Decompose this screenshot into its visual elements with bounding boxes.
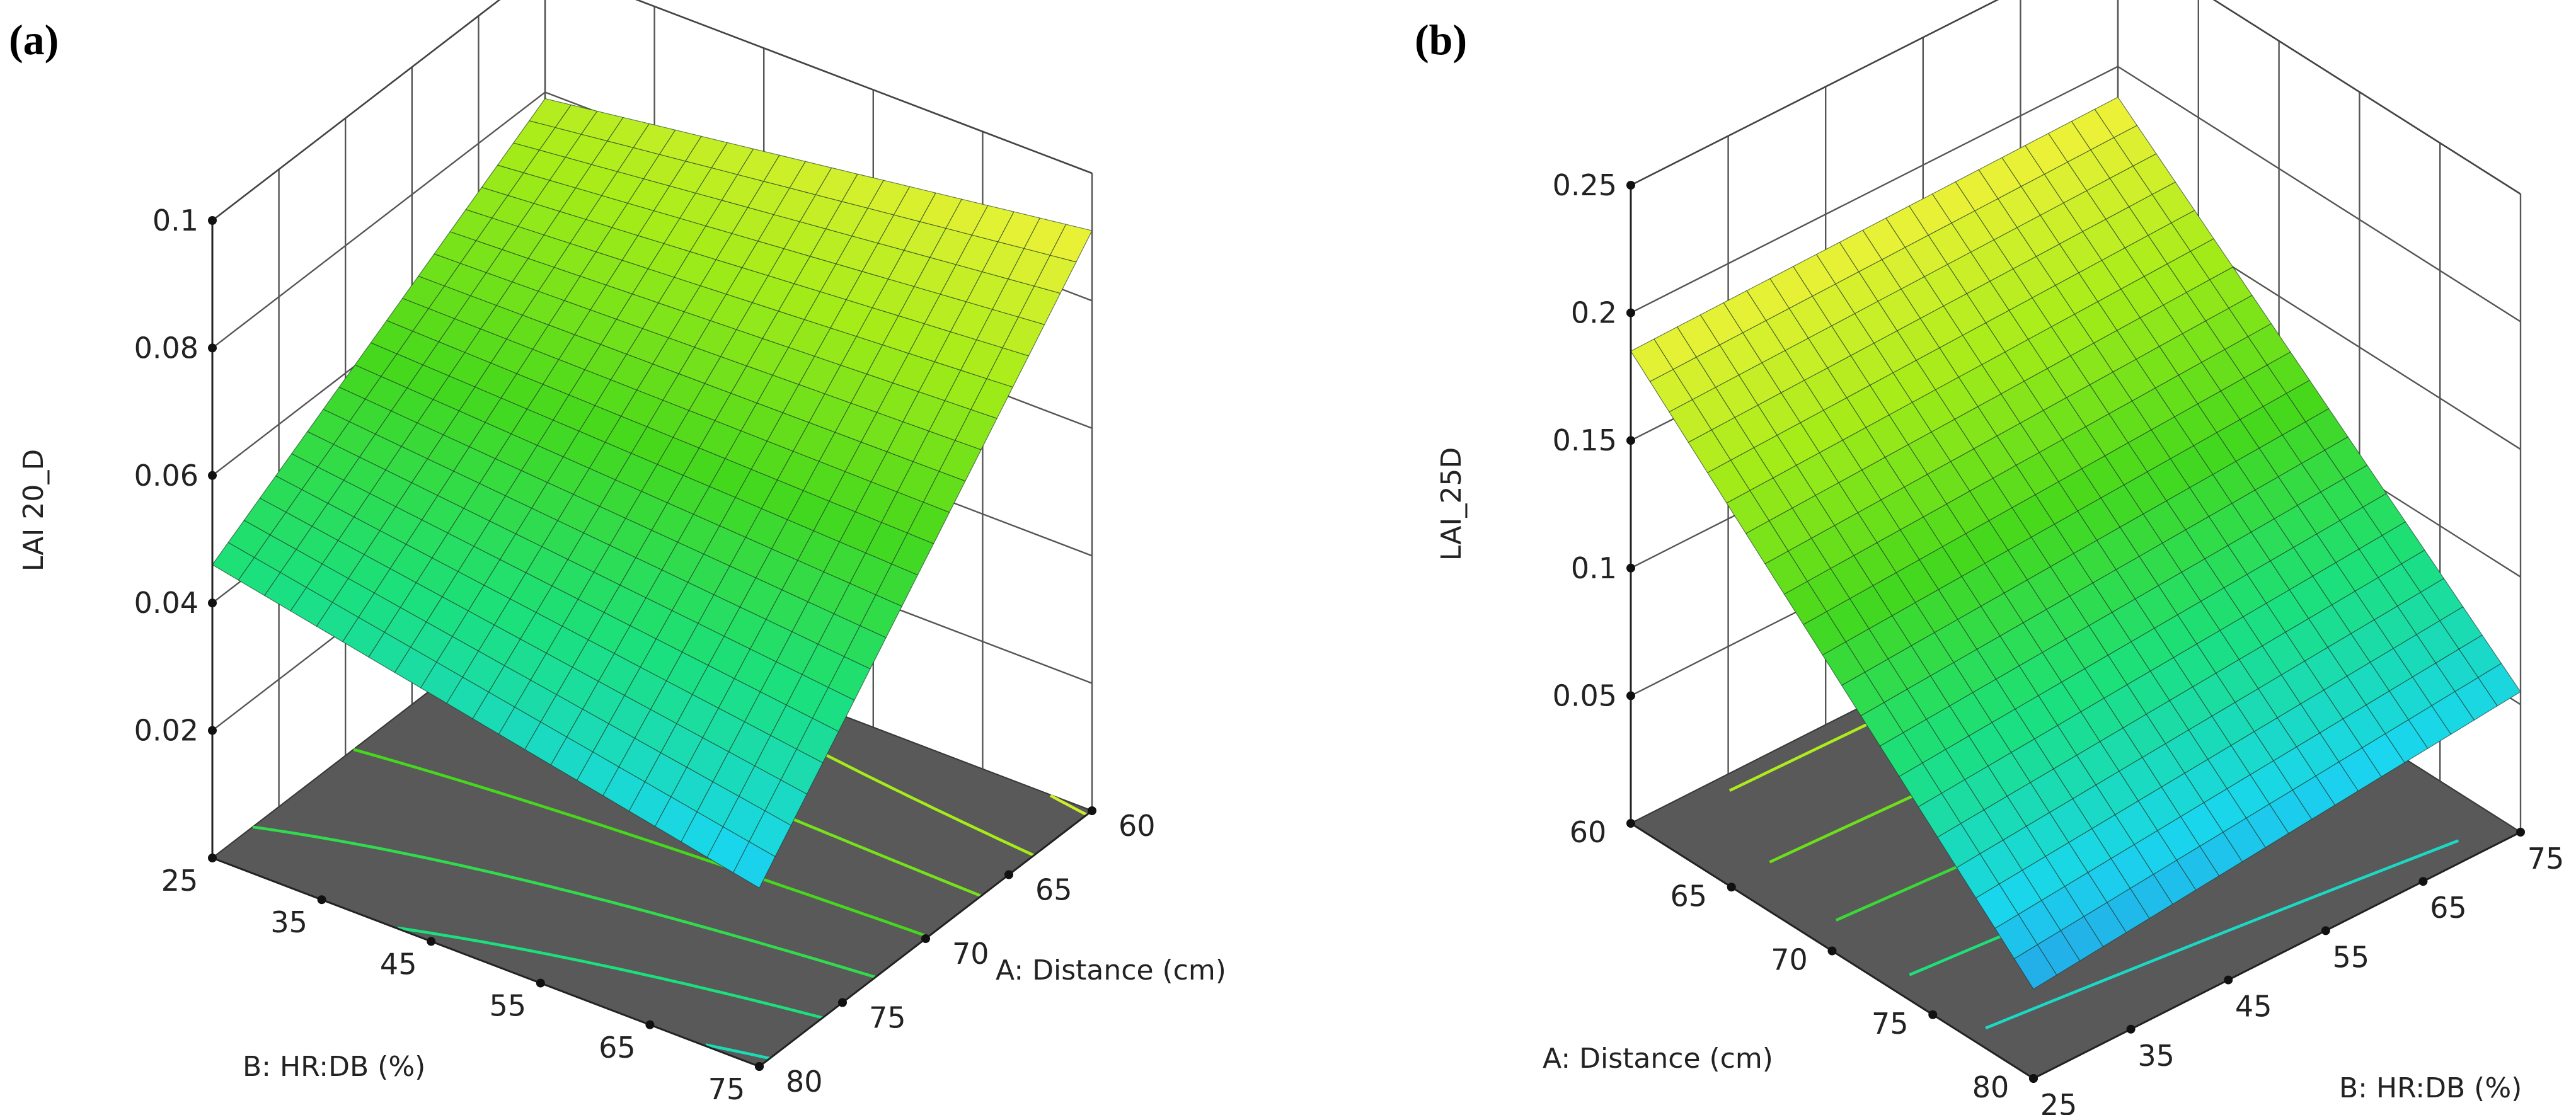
distance-tick-mark xyxy=(755,1062,764,1071)
hrdb-tick-label: 25 xyxy=(161,864,198,898)
distance-tick-mark xyxy=(1928,1010,1938,1019)
distance-tick-label: 75 xyxy=(869,1001,906,1035)
distance-tick-label: 65 xyxy=(1035,873,1072,907)
surface-cell xyxy=(732,841,776,889)
surface-cell xyxy=(2013,944,2057,990)
hrdb-tick-mark xyxy=(645,1020,655,1029)
z-axis-title: LAI 20_D xyxy=(18,449,50,571)
z-tick-label: 0.08 xyxy=(134,331,198,365)
distance-tick-label: 80 xyxy=(786,1065,823,1099)
hrdb-tick-label: 75 xyxy=(2527,842,2565,876)
axes: 0.02 0.04 0.06 0.08 0.1 LAI 20_D 25 35 45 55 65 75 8… xyxy=(18,203,1226,1106)
response-surface xyxy=(212,98,1093,889)
z-tick-mark xyxy=(1626,563,1635,573)
axis-line xyxy=(212,857,760,1068)
hrdb-tick-label: 75 xyxy=(708,1072,745,1106)
hrdb-tick-mark xyxy=(2029,1074,2038,1083)
distance-tick-mark xyxy=(838,998,847,1007)
z-tick-label: 0.05 xyxy=(1553,678,1617,712)
z-tick-label: 0.2 xyxy=(1571,296,1617,330)
hrdb-tick-mark xyxy=(2516,828,2525,837)
distance-tick-mark xyxy=(921,934,930,943)
z-tick-label: 0.02 xyxy=(134,714,198,748)
hrdb-tick-mark xyxy=(427,937,436,946)
contour-line xyxy=(252,825,877,979)
hrdb-tick-label: 45 xyxy=(2235,990,2272,1024)
hrdb-tick-mark xyxy=(2126,1024,2136,1034)
distance-tick-label: 60 xyxy=(1570,815,1607,849)
contour-line xyxy=(1049,794,1088,816)
surface-cell xyxy=(212,542,255,581)
z-tick-mark xyxy=(208,343,217,353)
z-tick-mark xyxy=(1626,181,1635,190)
hrdb-tick-label: 55 xyxy=(2333,940,2370,974)
distance-tick-mark xyxy=(1088,806,1096,815)
z-tick-label: 0.1 xyxy=(1571,551,1617,585)
distance-tick-label: 75 xyxy=(1872,1007,1909,1041)
hrdb-tick-mark xyxy=(2321,926,2330,935)
grid-line xyxy=(212,91,546,349)
distance-tick-label: 80 xyxy=(1972,1070,2010,1104)
panel-label-a: (a) xyxy=(9,16,59,64)
hrdb-tick-mark xyxy=(536,978,545,988)
x-axis-title: A: Distance (cm) xyxy=(1543,1043,1773,1075)
contour-line xyxy=(1985,839,2459,1030)
surface-chart-b: 0.05 0.1 0.15 0.2 0.25 LAI_25D 60 65 70 75 80 25 35 4… xyxy=(1435,0,2564,1115)
surface-cell xyxy=(1049,224,1093,263)
x-axis-title: A: Distance (cm) xyxy=(996,954,1226,986)
hrdb-tick-label: 25 xyxy=(2040,1088,2078,1115)
z-tick-label: 0.06 xyxy=(134,459,198,493)
z-tick-mark xyxy=(1626,308,1635,317)
z-tick-label: 0.15 xyxy=(1553,423,1617,457)
distance-tick-label: 60 xyxy=(1118,809,1156,843)
contour-line xyxy=(353,748,929,938)
contour-line xyxy=(397,926,824,1019)
hrdb-tick-mark xyxy=(2224,975,2233,985)
contour-line xyxy=(705,1043,771,1060)
z-tick-label: 0.25 xyxy=(1553,168,1617,202)
z-tick-label: 0.04 xyxy=(134,586,198,620)
distance-tick-mark xyxy=(1727,883,1736,892)
hrdb-tick-mark xyxy=(2418,877,2428,886)
wall-top-edge xyxy=(212,0,501,222)
response-surface xyxy=(1630,96,2521,990)
z-tick-mark xyxy=(1626,436,1635,445)
z-tick-mark xyxy=(208,471,217,480)
grid-line xyxy=(2117,66,2521,323)
y-axis-title: B: HR:DB (%) xyxy=(243,1051,425,1083)
z-tick-mark xyxy=(208,726,217,735)
distance-tick-mark xyxy=(1004,870,1013,879)
z-axis-title: LAI_25D xyxy=(1435,447,1468,561)
z-tick-mark xyxy=(1626,691,1635,700)
wall-top-edge xyxy=(635,0,1093,174)
surface-cell xyxy=(1630,338,1674,382)
distance-tick-label: 70 xyxy=(952,937,989,971)
hrdb-tick-label: 35 xyxy=(2137,1039,2175,1073)
hrdb-tick-mark xyxy=(208,854,217,862)
wall-top-edge xyxy=(2212,0,2521,195)
hrdb-tick-label: 65 xyxy=(599,1031,636,1065)
grid-line xyxy=(2212,0,2521,195)
z-tick-mark xyxy=(208,216,217,225)
panel-label-b: (b) xyxy=(1415,16,1467,64)
axes: 0.05 0.1 0.15 0.2 0.25 LAI_25D 60 65 70 75 80 25 35 4… xyxy=(1435,168,2564,1115)
surface-chart-a: 0.02 0.04 0.06 0.08 0.1 LAI 20_D 25 35 45 55 65 75 8… xyxy=(18,0,1226,1106)
surface-cell xyxy=(2478,663,2521,707)
z-tick-mark xyxy=(208,598,217,608)
hrdb-tick-label: 65 xyxy=(2430,891,2467,925)
distance-tick-label: 65 xyxy=(1670,879,1707,913)
z-tick-label: 0.1 xyxy=(152,203,198,237)
hrdb-tick-mark xyxy=(317,895,326,905)
distance-tick-label: 70 xyxy=(1771,943,1808,977)
wall-top-edge xyxy=(1630,0,1999,186)
hrdb-tick-label: 55 xyxy=(490,989,527,1023)
distance-tick-mark xyxy=(1626,819,1635,828)
axis-line xyxy=(2033,831,2521,1080)
distance-tick-mark xyxy=(1827,946,1837,956)
hrdb-tick-label: 35 xyxy=(270,905,308,939)
y-axis-title: B: HR:DB (%) xyxy=(2339,1072,2522,1104)
hrdb-tick-label: 45 xyxy=(380,947,417,981)
grid-line xyxy=(1630,66,2119,314)
